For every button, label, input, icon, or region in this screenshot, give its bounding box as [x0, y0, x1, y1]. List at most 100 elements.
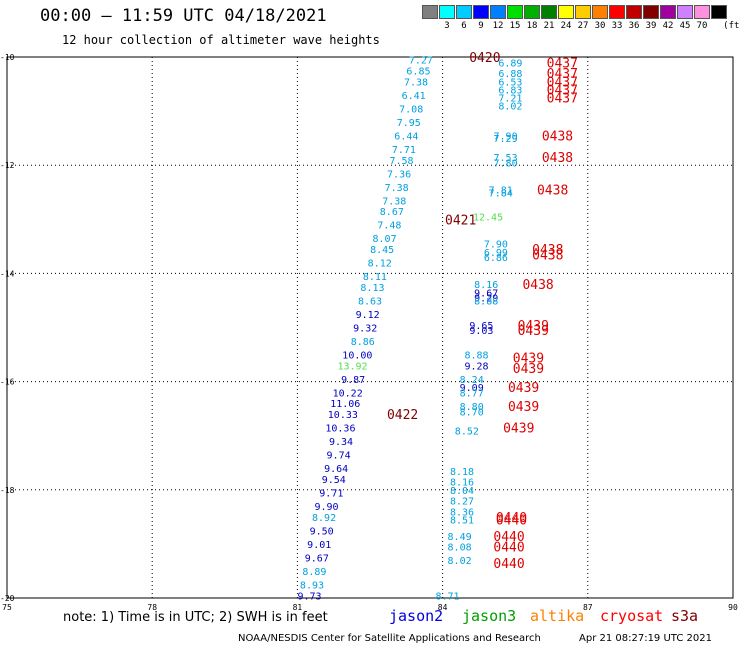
wave-height-value: 7.90	[494, 131, 518, 142]
wave-height-value: 9.29	[474, 294, 498, 305]
satellite-label-jason3: jason3	[462, 607, 517, 625]
wave-height-value: 8.11	[363, 272, 387, 283]
longitude-tick-label: 75	[2, 603, 12, 612]
orbit-number-label: 0422	[387, 408, 418, 423]
wave-height-value: 10.33	[328, 410, 358, 421]
orbit-number-label: 0438	[532, 243, 563, 258]
map-frame	[6, 56, 734, 599]
legend-tick-label: 30	[594, 21, 606, 31]
wave-height-value: 7.29	[494, 134, 518, 145]
legend-tick-label: 9	[478, 21, 484, 31]
legend-tick-label: 24	[560, 21, 572, 31]
wave-height-value: 8.89	[302, 567, 326, 578]
wave-height-value: 9.54	[322, 475, 346, 486]
wave-height-value: 9.12	[356, 310, 380, 321]
orbit-number-label: 0437	[547, 75, 578, 90]
legend-tick-label: 12	[492, 21, 504, 31]
longitude-tick-label: 84	[438, 603, 448, 612]
longitude-tick-label: 78	[147, 603, 157, 612]
wave-height-value: 6.86	[484, 253, 508, 264]
wave-height-value: 9.32	[353, 324, 377, 335]
orbit-number-label: 0440	[496, 514, 527, 529]
latitude-tick-label: -12	[0, 161, 15, 170]
legend-swatch	[575, 5, 591, 19]
wave-height-value: 7.38	[385, 183, 409, 194]
wave-height-value: 9.65	[469, 321, 493, 332]
orbit-number-label: 0439	[513, 351, 544, 366]
latitude-tick-label: -18	[0, 486, 15, 495]
wave-height-value: 9.50	[310, 526, 334, 537]
latitude-tick-label: -14	[0, 269, 15, 278]
wave-height-value: 8.86	[351, 337, 375, 348]
legend-swatch	[439, 5, 455, 19]
legend-swatch	[422, 5, 438, 19]
wave-height-value: 8.88	[464, 351, 488, 362]
wave-height-value: 7.36	[387, 169, 411, 180]
longitude-tick-label: 87	[583, 603, 593, 612]
legend-swatch	[660, 5, 676, 19]
wave-height-value: 8.07	[373, 234, 397, 245]
wave-height-value: 8.51	[450, 516, 474, 527]
wave-height-value: 7.27	[409, 56, 433, 67]
wave-height-value: 8.88	[474, 296, 498, 307]
orbit-number-label: 0437	[547, 83, 578, 98]
wave-height-value: 8.16	[450, 478, 474, 489]
orbit-number-label: 0437	[547, 56, 578, 71]
legend-tick-label: 3	[444, 21, 450, 31]
wave-height-value: 8.63	[358, 296, 382, 307]
wave-height-value: 7.95	[397, 118, 421, 129]
wave-height-value: 7.21	[498, 94, 522, 105]
wave-height-value: 9.64	[324, 464, 348, 475]
wave-height-value: 10.00	[342, 351, 372, 362]
legend-swatch	[694, 5, 710, 19]
legend-tick-label: 42	[662, 21, 674, 31]
orbit-number-label: 0421	[445, 213, 476, 228]
wave-height-value: 6.41	[402, 91, 426, 102]
satellite-label-altika: altika	[530, 607, 585, 625]
wave-height-value: 8.08	[448, 543, 472, 554]
wave-height-value: 7.38	[382, 196, 406, 207]
footer-note: note: 1) Time is in UTC; 2) SWH is in fe…	[63, 610, 328, 625]
wave-height-value: 10.22	[333, 388, 363, 399]
latitude-tick-label: -10	[0, 53, 15, 62]
legend-swatch	[490, 5, 506, 19]
legend-swatch	[643, 5, 659, 19]
wave-height-value: 6.44	[394, 131, 418, 142]
footer-timestamp: Apr 21 08:27:19 UTC 2021	[579, 633, 712, 644]
wave-height-value: 8.36	[450, 507, 474, 518]
wave-height-value: 7.81	[489, 186, 513, 197]
orbit-number-label: 0440	[493, 541, 524, 556]
wave-height-value: 7.71	[392, 145, 416, 156]
legend-swatch	[541, 5, 557, 19]
wave-height-value: 11.06	[330, 399, 360, 410]
wave-height-value: 8.24	[460, 375, 484, 386]
wave-height-value: 8.04	[450, 486, 474, 497]
orbit-number-label: 0437	[547, 67, 578, 82]
wave-height-value: 7.58	[389, 156, 413, 167]
wave-height-value: 8.12	[368, 259, 392, 270]
legend-tick-label: 70	[696, 21, 708, 31]
legend-swatch	[626, 5, 642, 19]
latitude-tick-label: -20	[0, 594, 15, 603]
chart-title: 00:00 – 11:59 UTC 04/18/2021	[40, 6, 327, 26]
orbit-number-label: 0438	[537, 184, 568, 199]
satellite-label-s3a: s3a	[671, 607, 699, 625]
latitude-tick-label: -16	[0, 378, 15, 387]
orbit-number-label: 0439	[503, 422, 534, 437]
legend-tick-label: 18	[526, 21, 538, 31]
wave-height-value: 8.52	[455, 426, 479, 437]
wave-height-value: 8.49	[448, 532, 472, 543]
legend-tick-label: 39	[645, 21, 657, 31]
orbit-number-label: 0439	[513, 362, 544, 377]
wave-height-value: 8.80	[460, 402, 484, 413]
wave-height-value: 8.92	[312, 513, 336, 524]
orbit-number-label: 0438	[532, 248, 563, 263]
wave-height-value: 7.38	[404, 77, 428, 88]
legend-tick-label: 21	[543, 21, 555, 31]
orbit-number-label: 0437	[547, 92, 578, 107]
wave-height-value: 9.67	[474, 288, 498, 299]
wave-height-value: 8.71	[435, 591, 459, 602]
wave-height-value: 8.70	[460, 407, 484, 418]
longitude-tick-label: 81	[293, 603, 303, 612]
